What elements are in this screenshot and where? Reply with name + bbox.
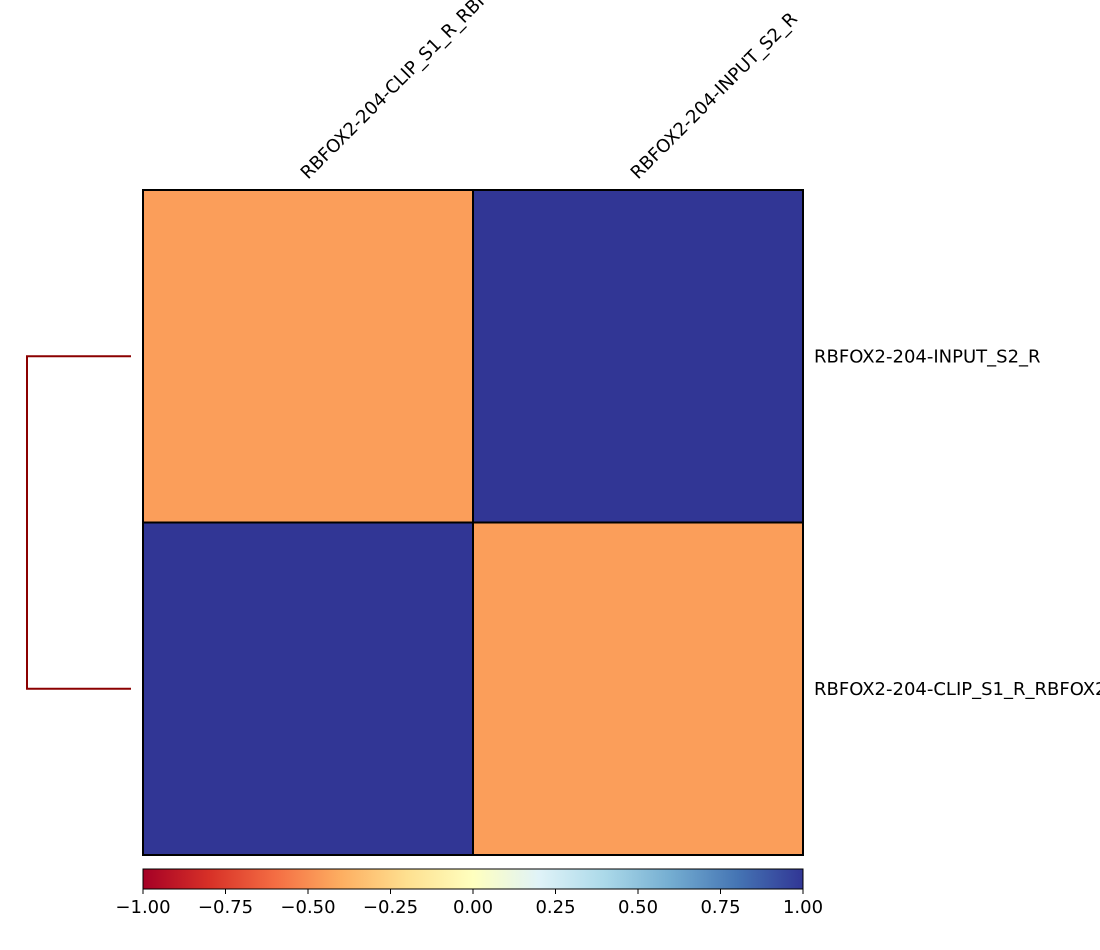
colorbar-gradient <box>142 868 804 890</box>
dendrogram <box>26 355 131 690</box>
row-label: RBFOX2-204-INPUT_S2_R <box>814 346 1041 367</box>
heatmap-cell <box>472 189 804 524</box>
row-labels: RBFOX2-204-INPUT_S2_R RBFOX2-204-CLIP_S1_… <box>814 346 1100 700</box>
colorbar-tick-label: 0.00 <box>453 897 493 918</box>
colorbar-tick-label: 0.75 <box>700 897 740 918</box>
dendrogram-branch <box>26 355 131 690</box>
column-labels: RBFOX2-204-CLIP_S1_R_RBFOX2 RBFOX2-204-IN… <box>297 0 802 184</box>
column-label: RBFOX2-204-CLIP_S1_R_RBFOX2 <box>297 0 519 184</box>
colorbar-tick-label: 1.00 <box>783 897 823 918</box>
column-label: RBFOX2-204-INPUT_S2_R <box>627 8 802 183</box>
heatmap-cell <box>472 521 804 856</box>
colorbar: −1.00 −0.75 −0.50 −0.25 0.00 0.25 0.50 0.75 1.00 <box>115 868 823 918</box>
heatmap-cells <box>142 189 804 856</box>
colorbar-tick-label: −0.50 <box>280 897 335 918</box>
colorbar-tick-label: −0.25 <box>363 897 418 918</box>
colorbar-tick-label: −0.75 <box>198 897 253 918</box>
heatmap-cell <box>142 521 474 856</box>
colorbar-tick-label: 0.50 <box>618 897 658 918</box>
colorbar-tick-label: 0.25 <box>535 897 575 918</box>
colorbar-tick-label: −1.00 <box>115 897 170 918</box>
row-label: RBFOX2-204-CLIP_S1_R_RBFOX2 <box>814 679 1100 700</box>
heatmap-cell <box>142 189 474 524</box>
